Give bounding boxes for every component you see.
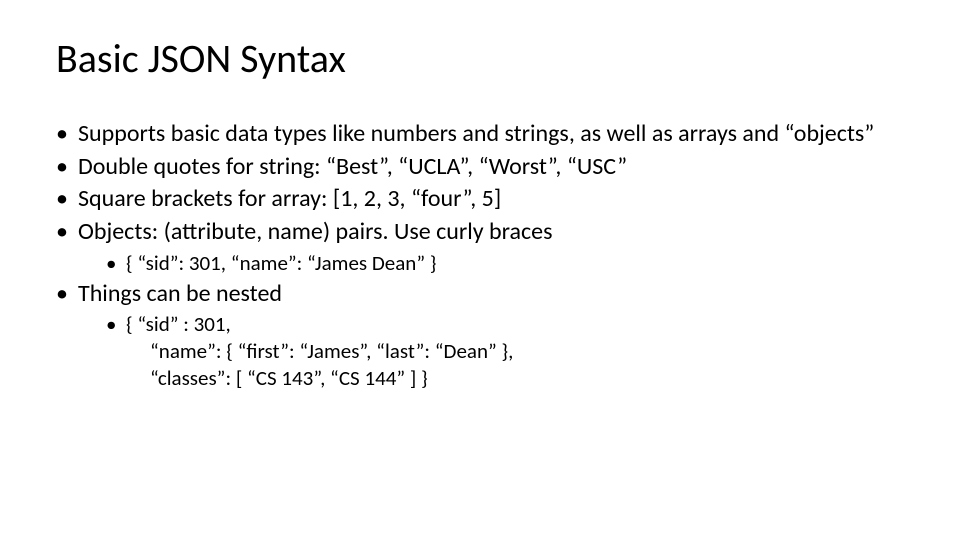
bullet-text: Objects: (attribute, name) pairs. Use cu… (78, 217, 553, 246)
bullet-item: Square brackets for array: [1, 2, 3, “fo… (56, 184, 912, 215)
sub-bullet-list: { “sid”: 301, “name”: “James Dean” } (78, 250, 912, 277)
bullet-text: Things can be nested (78, 279, 282, 308)
bullet-text: Double quotes for string: “Best”, “UCLA”… (78, 152, 627, 181)
sub-bullet-item: { “sid” : 301, “name”: { “first”: “James… (106, 311, 912, 392)
bullet-item: Supports basic data types like numbers a… (56, 119, 912, 150)
bullet-text: Supports basic data types like numbers a… (78, 119, 874, 148)
bullet-item: Double quotes for string: “Best”, “UCLA”… (56, 152, 912, 183)
nested-line-1: { “sid” : 301, (126, 311, 231, 337)
sub-bullet-text: { “sid”: 301, “name”: “James Dean” } (126, 250, 436, 276)
sub-bullet-list: { “sid” : 301, “name”: { “first”: “James… (78, 311, 912, 392)
slide-title: Basic JSON Syntax (56, 34, 912, 83)
bullet-text: Square brackets for array: [1, 2, 3, “fo… (78, 184, 501, 213)
nested-line-2: “name”: { “first”: “James”, “last”: “Dea… (126, 338, 912, 365)
slide: Basic JSON Syntax Supports basic data ty… (0, 0, 960, 540)
bullet-item: Objects: (attribute, name) pairs. Use cu… (56, 217, 912, 277)
nested-line-3: “classes”: [ “CS 143”, “CS 144” ] } (126, 365, 912, 392)
sub-bullet-item: { “sid”: 301, “name”: “James Dean” } (106, 250, 912, 277)
bullet-list: Supports basic data types like numbers a… (56, 119, 912, 392)
bullet-item: Things can be nested { “sid” : 301, “nam… (56, 279, 912, 392)
